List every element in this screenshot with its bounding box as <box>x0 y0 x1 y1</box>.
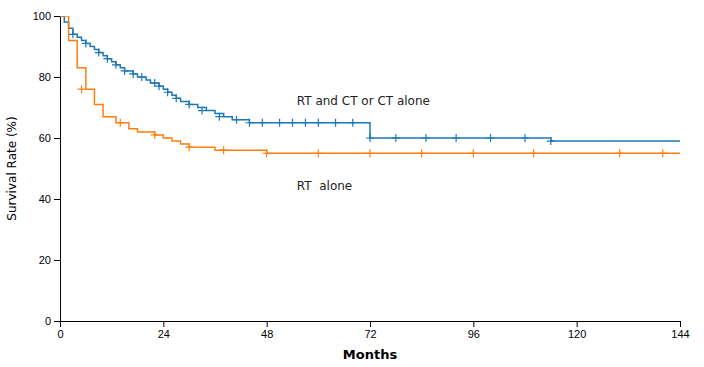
tick-label: 60 <box>39 132 51 144</box>
censor-mark <box>185 143 193 151</box>
censor-mark <box>220 146 228 154</box>
tick: 40 <box>39 193 60 205</box>
censor-mark <box>245 119 253 127</box>
tick-label: 72 <box>364 328 376 340</box>
annotation: RT alone <box>297 179 352 193</box>
censor-mark <box>155 82 163 90</box>
tick: 48 <box>261 321 273 340</box>
tick-mark <box>54 77 60 78</box>
tick-mark <box>680 321 681 327</box>
censor-mark <box>314 149 322 157</box>
censor-mark <box>366 149 374 157</box>
marks <box>60 16 680 157</box>
tick-mark <box>370 321 371 327</box>
censor-mark <box>392 134 400 142</box>
censor-mark <box>314 119 322 127</box>
tick-mark <box>577 321 578 327</box>
tick-mark <box>54 199 60 200</box>
y-axis-title: Survival Rate (%) <box>5 116 19 220</box>
tick: 60 <box>39 132 60 144</box>
tick: 144 <box>671 321 689 340</box>
censor-mark <box>263 149 271 157</box>
annotation: RT and CT or CT alone <box>297 94 430 108</box>
censor-mark <box>151 131 159 139</box>
tick-label: 48 <box>261 328 273 340</box>
tick-mark <box>267 321 268 327</box>
survival-curve <box>60 16 680 141</box>
tick-mark <box>163 321 164 327</box>
censor-mark <box>78 85 86 93</box>
tick: 120 <box>568 321 586 340</box>
tick: 20 <box>39 254 60 266</box>
y-axis: 0 20 40 60 80 100 <box>33 10 61 327</box>
tick-mark <box>54 16 60 17</box>
tick: 0 <box>45 315 60 327</box>
tick-mark <box>473 321 474 327</box>
censor-mark <box>82 39 90 47</box>
censor-mark <box>301 119 309 127</box>
tick: 24 <box>158 321 170 340</box>
censor-mark <box>164 88 172 96</box>
censor-mark <box>521 134 529 142</box>
censor-mark <box>418 149 426 157</box>
plot: 0 24 48 72 96 120 144 0 20 40 60 80 100 RT and CT or … <box>33 10 690 340</box>
tick-mark <box>54 321 60 322</box>
censor-mark <box>289 119 297 127</box>
censor-mark <box>95 49 103 57</box>
censor-mark <box>422 134 430 142</box>
censor-mark <box>185 100 193 108</box>
censor-mark <box>547 137 555 145</box>
censor-mark <box>103 55 111 63</box>
censor-mark <box>487 134 495 142</box>
x-axis: 0 24 48 72 96 120 144 <box>57 321 689 340</box>
tick: 72 <box>364 321 376 340</box>
censor-mark <box>659 149 667 157</box>
chart: 0 24 48 72 96 120 144 0 20 40 60 80 100 RT and CT or … <box>0 0 704 367</box>
censor-mark <box>469 149 477 157</box>
tick-mark <box>54 260 60 261</box>
censor-mark <box>258 119 266 127</box>
tick-label: 20 <box>39 254 51 266</box>
censor-mark <box>366 134 374 142</box>
tick: 80 <box>39 71 60 83</box>
tick-label: 40 <box>39 193 51 205</box>
censor-mark <box>215 113 223 121</box>
censor-mark <box>116 119 124 127</box>
censor-mark <box>129 70 137 78</box>
tick: 0 <box>57 321 63 340</box>
tick-label: 0 <box>57 328 63 340</box>
tick: 96 <box>468 321 480 340</box>
censor-mark <box>332 119 340 127</box>
censor-mark <box>112 61 120 69</box>
censor-mark <box>530 149 538 157</box>
censor-mark <box>138 73 146 81</box>
censor-mark <box>616 149 624 157</box>
tick-label: 120 <box>568 328 586 340</box>
censor-mark <box>233 116 241 124</box>
axis-line <box>54 17 61 322</box>
tick-label: 96 <box>468 328 480 340</box>
tick-label: 0 <box>45 315 51 327</box>
censor-mark <box>172 94 180 102</box>
tick: 100 <box>33 10 60 22</box>
censor-mark <box>198 107 206 115</box>
survival-curve <box>60 16 680 153</box>
censor-mark <box>452 134 460 142</box>
x-axis-title: Months <box>343 347 398 362</box>
tick-label: 144 <box>671 328 689 340</box>
tick-label: 100 <box>33 10 51 22</box>
tick-label: 80 <box>39 71 51 83</box>
tick-mark <box>54 138 60 139</box>
censor-mark <box>349 119 357 127</box>
censor-mark <box>121 67 129 75</box>
tick-label: 24 <box>158 328 170 340</box>
censor-mark <box>276 119 284 127</box>
censor-mark <box>69 30 77 38</box>
axis-line <box>61 322 681 328</box>
